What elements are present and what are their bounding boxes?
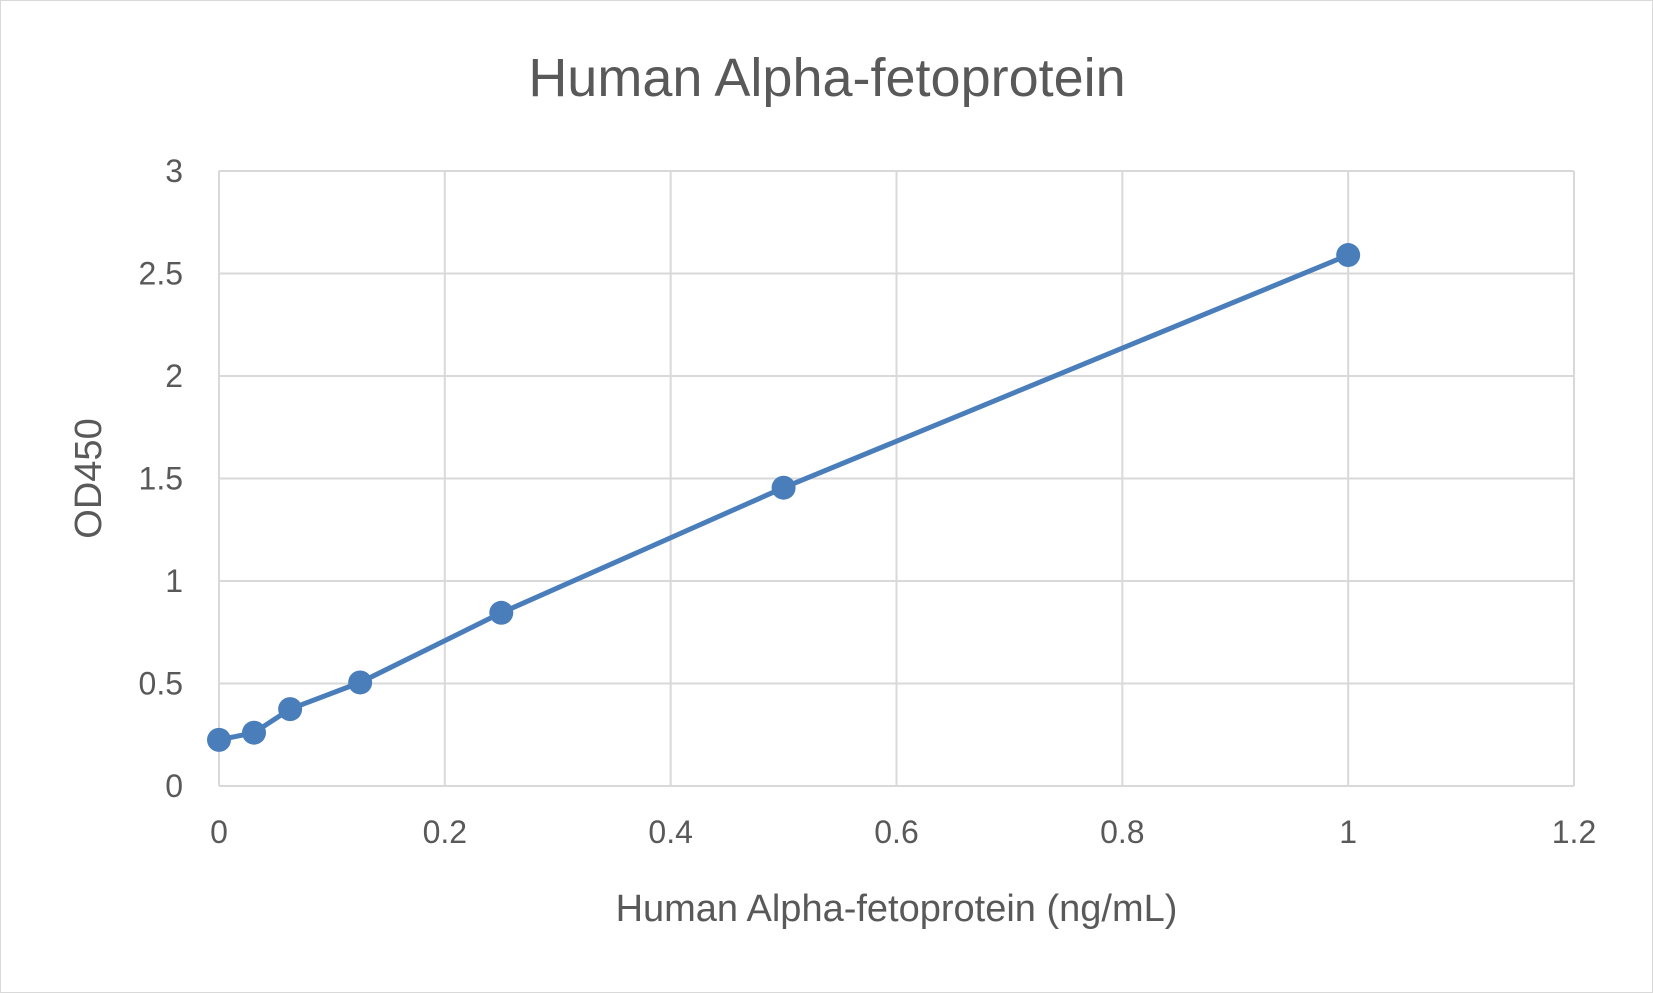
x-tick-label: 0.6 xyxy=(874,814,918,850)
chart-title: Human Alpha-fetoprotein xyxy=(528,48,1125,108)
data-point xyxy=(348,670,373,695)
grid-lines xyxy=(218,170,1575,787)
data-point xyxy=(207,727,231,752)
data-point xyxy=(489,600,514,625)
y-axis-ticks: 0 0.5 1 1.5 2 2.5 3 xyxy=(139,153,183,804)
x-tick-label: 1 xyxy=(1339,814,1357,850)
series-group xyxy=(207,243,1361,752)
x-tick-label: 0 xyxy=(210,814,228,850)
data-point xyxy=(1336,243,1361,268)
x-axis-title: Human Alpha-fetoprotein (ng/mL) xyxy=(616,888,1178,930)
x-tick-label: 0.8 xyxy=(1100,814,1144,850)
data-point xyxy=(242,720,267,745)
y-axis-title: OD450 xyxy=(68,418,110,538)
y-tick-label: 2 xyxy=(165,358,183,394)
y-tick-label: 2.5 xyxy=(139,256,183,292)
y-tick-label: 0 xyxy=(165,768,183,804)
data-point xyxy=(771,475,796,500)
x-tick-label: 0.4 xyxy=(648,814,692,850)
y-tick-label: 3 xyxy=(165,153,183,189)
data-point xyxy=(278,697,303,722)
x-tick-label: 1.2 xyxy=(1552,814,1596,850)
x-axis-ticks: 0 0.2 0.4 0.6 0.8 1 1.2 xyxy=(210,814,1596,850)
y-tick-label: 1.5 xyxy=(139,461,183,497)
y-tick-label: 0.5 xyxy=(139,666,183,702)
y-tick-label: 1 xyxy=(165,563,183,599)
x-tick-label: 0.2 xyxy=(423,814,467,850)
